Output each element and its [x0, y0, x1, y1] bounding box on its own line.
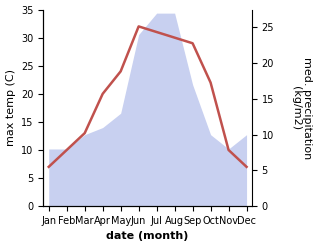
- Y-axis label: med. precipitation
(kg/m2): med. precipitation (kg/m2): [291, 57, 313, 159]
- X-axis label: date (month): date (month): [107, 231, 189, 242]
- Y-axis label: max temp (C): max temp (C): [5, 69, 16, 146]
